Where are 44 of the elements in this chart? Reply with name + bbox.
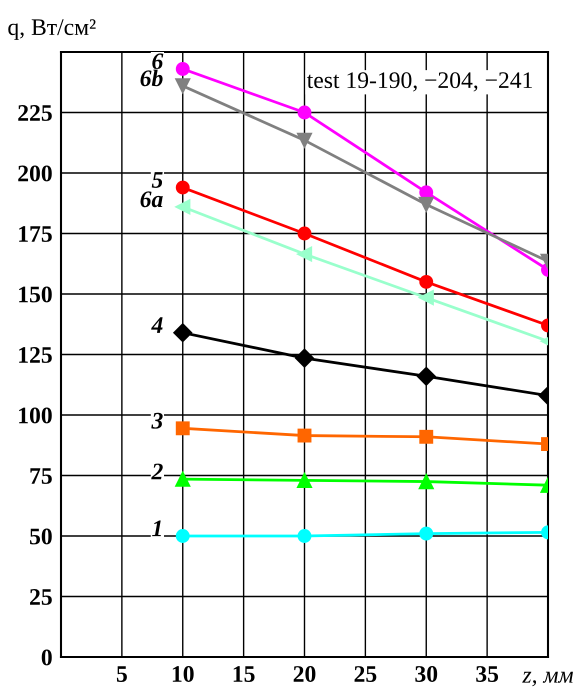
point	[176, 62, 190, 76]
x-tick-label: 20	[294, 666, 316, 682]
series-label: 2	[151, 464, 163, 480]
y-tick-label: 200	[18, 165, 52, 182]
annotation: test 19-190, −204, −241	[306, 72, 532, 92]
series-label: 5	[152, 172, 163, 188]
point	[175, 199, 190, 215]
series-label: 6	[152, 53, 164, 70]
series-label: 4	[151, 317, 163, 333]
x-axis-title: z, мм	[522, 672, 573, 686]
y-tick-label: 175	[19, 226, 52, 242]
point	[176, 421, 190, 436]
y-tick-label: 50	[30, 528, 52, 544]
y-tick-label: 100	[19, 407, 52, 424]
point	[296, 246, 312, 262]
point	[173, 323, 192, 342]
point	[294, 348, 314, 368]
y-tick-label: 0	[42, 649, 52, 666]
point	[175, 78, 190, 94]
series-label: 6b	[140, 70, 163, 86]
x-tick-label: 5	[116, 666, 127, 682]
point	[176, 529, 190, 543]
point	[175, 471, 190, 487]
series-label: 3	[151, 412, 163, 429]
y-tick-label: 225	[18, 105, 52, 121]
x-tick-label: 30	[415, 666, 438, 682]
point	[298, 428, 312, 443]
y-tick-label: 150	[19, 286, 52, 302]
series-label: 6a	[140, 191, 163, 208]
point	[298, 226, 312, 240]
x-tick-label: 10	[172, 666, 194, 682]
x-tick-label: 35	[476, 666, 498, 682]
y-tick-label: 75	[30, 468, 52, 484]
point	[176, 180, 190, 194]
y-axis-title: q, Вт/см²	[8, 19, 96, 40]
point	[296, 132, 312, 148]
x-tick-label: 25	[354, 666, 376, 682]
series-label: 1	[152, 520, 161, 536]
y-tick-label: 125	[19, 347, 52, 363]
point	[298, 529, 312, 543]
x-tick-label: 15	[234, 666, 255, 682]
point	[298, 106, 312, 120]
point	[296, 472, 312, 488]
y-tick-label: 25	[30, 589, 52, 605]
